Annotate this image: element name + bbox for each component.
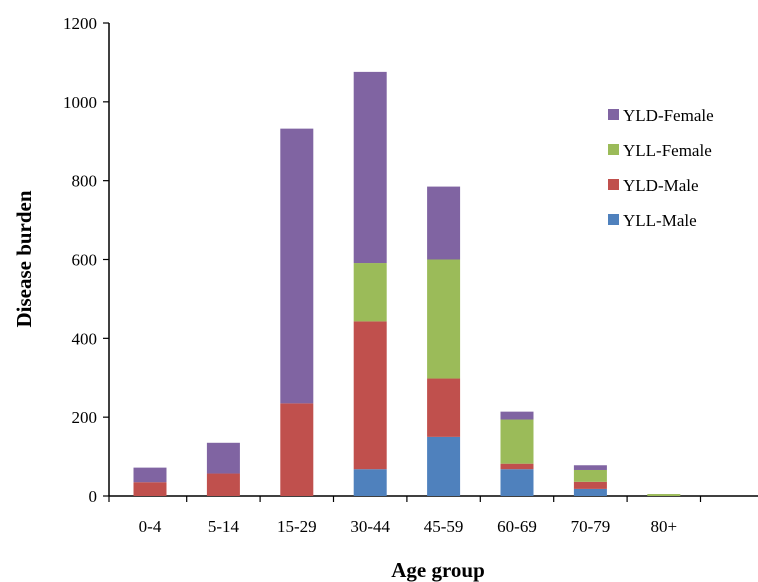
bar-segment xyxy=(573,481,607,489)
bar-segment xyxy=(133,467,167,483)
bar-segment xyxy=(353,71,387,264)
y-tick-label: 200 xyxy=(72,408,98,427)
bar-segment xyxy=(573,469,607,482)
bar-segment xyxy=(206,442,240,474)
legend-label: YLD-Male xyxy=(623,176,699,195)
bar-segment xyxy=(500,469,534,496)
bar-segment xyxy=(500,411,534,420)
bar-segment xyxy=(427,378,461,437)
legend-label: YLL-Female xyxy=(623,141,712,160)
bar-segment xyxy=(500,419,534,464)
y-tick-label: 1000 xyxy=(63,93,97,112)
y-tick-label: 1200 xyxy=(63,14,97,33)
bar-segment xyxy=(280,128,314,404)
legend-swatch xyxy=(608,179,619,190)
bar-segment xyxy=(353,321,387,470)
legend-swatch xyxy=(608,214,619,225)
bar-segment xyxy=(427,259,461,379)
x-tick-label: 45-59 xyxy=(424,517,464,536)
bar-segment xyxy=(427,186,461,260)
bar-segment xyxy=(133,482,167,496)
x-tick-label: 15-29 xyxy=(277,517,317,536)
y-tick-label: 400 xyxy=(72,329,98,348)
bar-segment xyxy=(500,463,534,470)
legend-swatch xyxy=(608,144,619,155)
bar-segment xyxy=(573,465,607,470)
y-tick-label: 800 xyxy=(72,172,98,191)
x-tick-label: 60-69 xyxy=(497,517,537,536)
y-tick-label: 0 xyxy=(89,487,98,506)
legend-label: YLL-Male xyxy=(623,211,697,230)
legend-label: YLD-Female xyxy=(623,106,714,125)
bar-segment xyxy=(353,263,387,322)
bar-segment xyxy=(573,488,607,496)
y-axis-ticks: 0 200 400 600 800 1000 1200 xyxy=(63,14,109,506)
x-axis-title: Age group xyxy=(391,558,485,582)
legend: YLD-Female YLL-Female YLD-Male YLL-Male xyxy=(608,106,714,230)
x-tick-label: 30-44 xyxy=(350,517,390,536)
y-tick-label: 600 xyxy=(72,251,98,270)
bar-segment xyxy=(353,469,387,496)
plot-area: 0 200 400 600 800 1000 1200 0-4 5-14 15-29 30-44 4… xyxy=(63,14,758,536)
bar-segment xyxy=(280,403,314,496)
bar-segment xyxy=(206,473,240,496)
bar-segment xyxy=(427,436,461,496)
y-axis-title: Disease burden xyxy=(12,190,36,327)
x-tick-label: 70-79 xyxy=(571,517,611,536)
bar-segment xyxy=(647,494,681,496)
x-tick-label: 5-14 xyxy=(208,517,240,536)
legend-swatch xyxy=(608,109,619,120)
x-axis-ticks: 0-4 5-14 15-29 30-44 45-59 60-69 70-79 80+ xyxy=(108,496,702,536)
x-tick-label: 0-4 xyxy=(139,517,162,536)
bar-stacks xyxy=(133,71,681,496)
x-tick-label: 80+ xyxy=(651,517,678,536)
